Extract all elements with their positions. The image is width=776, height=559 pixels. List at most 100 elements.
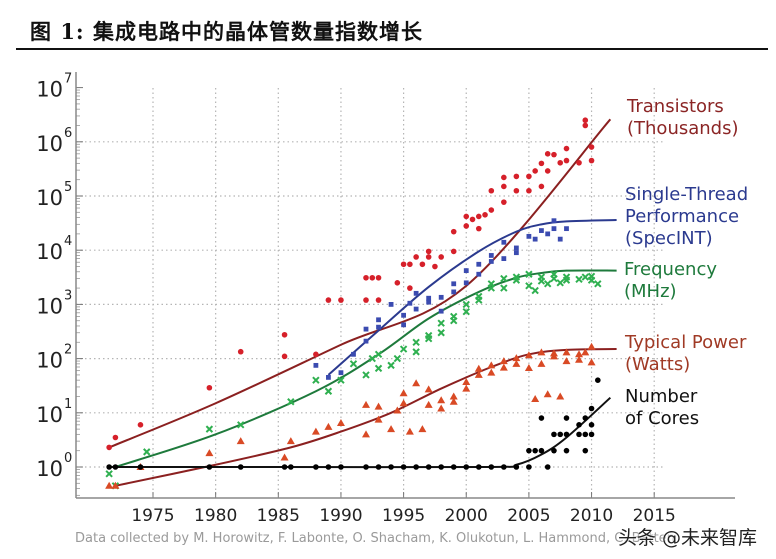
data-point [387,425,396,433]
data-point [288,464,294,470]
data-point [137,464,144,470]
data-point [400,261,407,268]
data-point [437,329,445,337]
data-point [399,389,408,397]
y-tick-exponent: 6 [64,126,72,141]
data-point [475,296,483,304]
data-point [451,289,457,295]
data-point [488,464,495,470]
data-point [550,270,558,278]
data-point [551,218,557,224]
data-point [545,231,551,237]
data-point [588,405,595,412]
data-point [463,223,470,229]
data-point [425,464,432,470]
series-number-of-cores-markers [106,377,601,470]
data-point [237,464,244,470]
data-point [425,248,432,255]
x-tick-label: 1990 [319,506,362,526]
data-point [351,351,356,357]
data-point [526,447,532,454]
data-point [432,263,438,270]
data-point [501,256,507,261]
data-point [374,350,383,359]
series-label: of Cores [625,408,699,429]
data-point [488,259,494,264]
data-point [462,384,471,392]
data-point [393,354,402,363]
data-point [374,415,383,423]
data-point [587,272,596,281]
data-point [399,399,408,407]
series-typical-power-watts-markers [105,342,596,489]
data-point [499,357,508,365]
data-point [488,187,495,194]
data-point [236,437,245,445]
data-point [525,282,533,290]
data-point [418,425,427,433]
data-point [588,431,595,438]
series-frequency-mhz-trend [115,269,617,468]
data-point [363,338,369,344]
data-point [563,157,570,164]
data-point [538,415,545,421]
y-tick-exponent: 5 [64,180,72,195]
data-point [399,345,408,353]
data-point [562,348,571,356]
data-point [337,376,345,384]
data-point [582,431,589,438]
data-point [488,207,495,213]
data-point [106,444,112,451]
data-point [543,280,552,288]
data-point [487,368,496,376]
data-point [513,173,520,180]
data-point [557,159,564,166]
data-point [324,422,333,430]
data-point [401,322,406,328]
data-point [557,236,563,242]
data-point [524,351,533,359]
data-point [575,275,583,284]
data-point [538,447,545,454]
figure-caption: 集成电路中的晶体管数量指数增长 [93,19,423,44]
data-point [500,284,508,292]
data-point [376,317,381,323]
data-point [487,280,496,288]
data-point [105,481,114,489]
data-point [437,319,445,327]
data-point [526,173,532,180]
data-point [576,159,582,166]
x-tick-label: 2010 [570,506,613,526]
data-point [544,168,551,174]
series-number-of-cores-trend [109,396,612,469]
data-point [338,370,344,376]
data-point [513,250,519,256]
y-tick-exponent: 1 [64,397,72,412]
data-point [532,447,538,454]
series-label: Single-Thread [625,184,748,205]
data-point [375,274,382,281]
data-point [426,295,432,301]
data-point [562,357,571,365]
data-point [588,144,595,150]
series-label: (SpecINT) [625,228,713,249]
data-point [544,151,551,157]
data-point [476,271,482,277]
data-point [474,364,483,372]
data-point [582,415,589,421]
series-label: Frequency [624,259,717,280]
data-point [476,261,482,267]
data-point [556,392,565,400]
data-point [437,396,446,404]
data-point [501,174,507,181]
data-point [237,421,245,429]
data-point [563,415,570,421]
y-tick-label: 10 [36,294,63,318]
data-point [450,228,457,235]
data-point [363,274,369,281]
trend-lines [108,118,617,487]
data-point [375,464,382,470]
data-point [426,299,432,305]
data-point [338,464,344,470]
data-point [594,280,602,288]
